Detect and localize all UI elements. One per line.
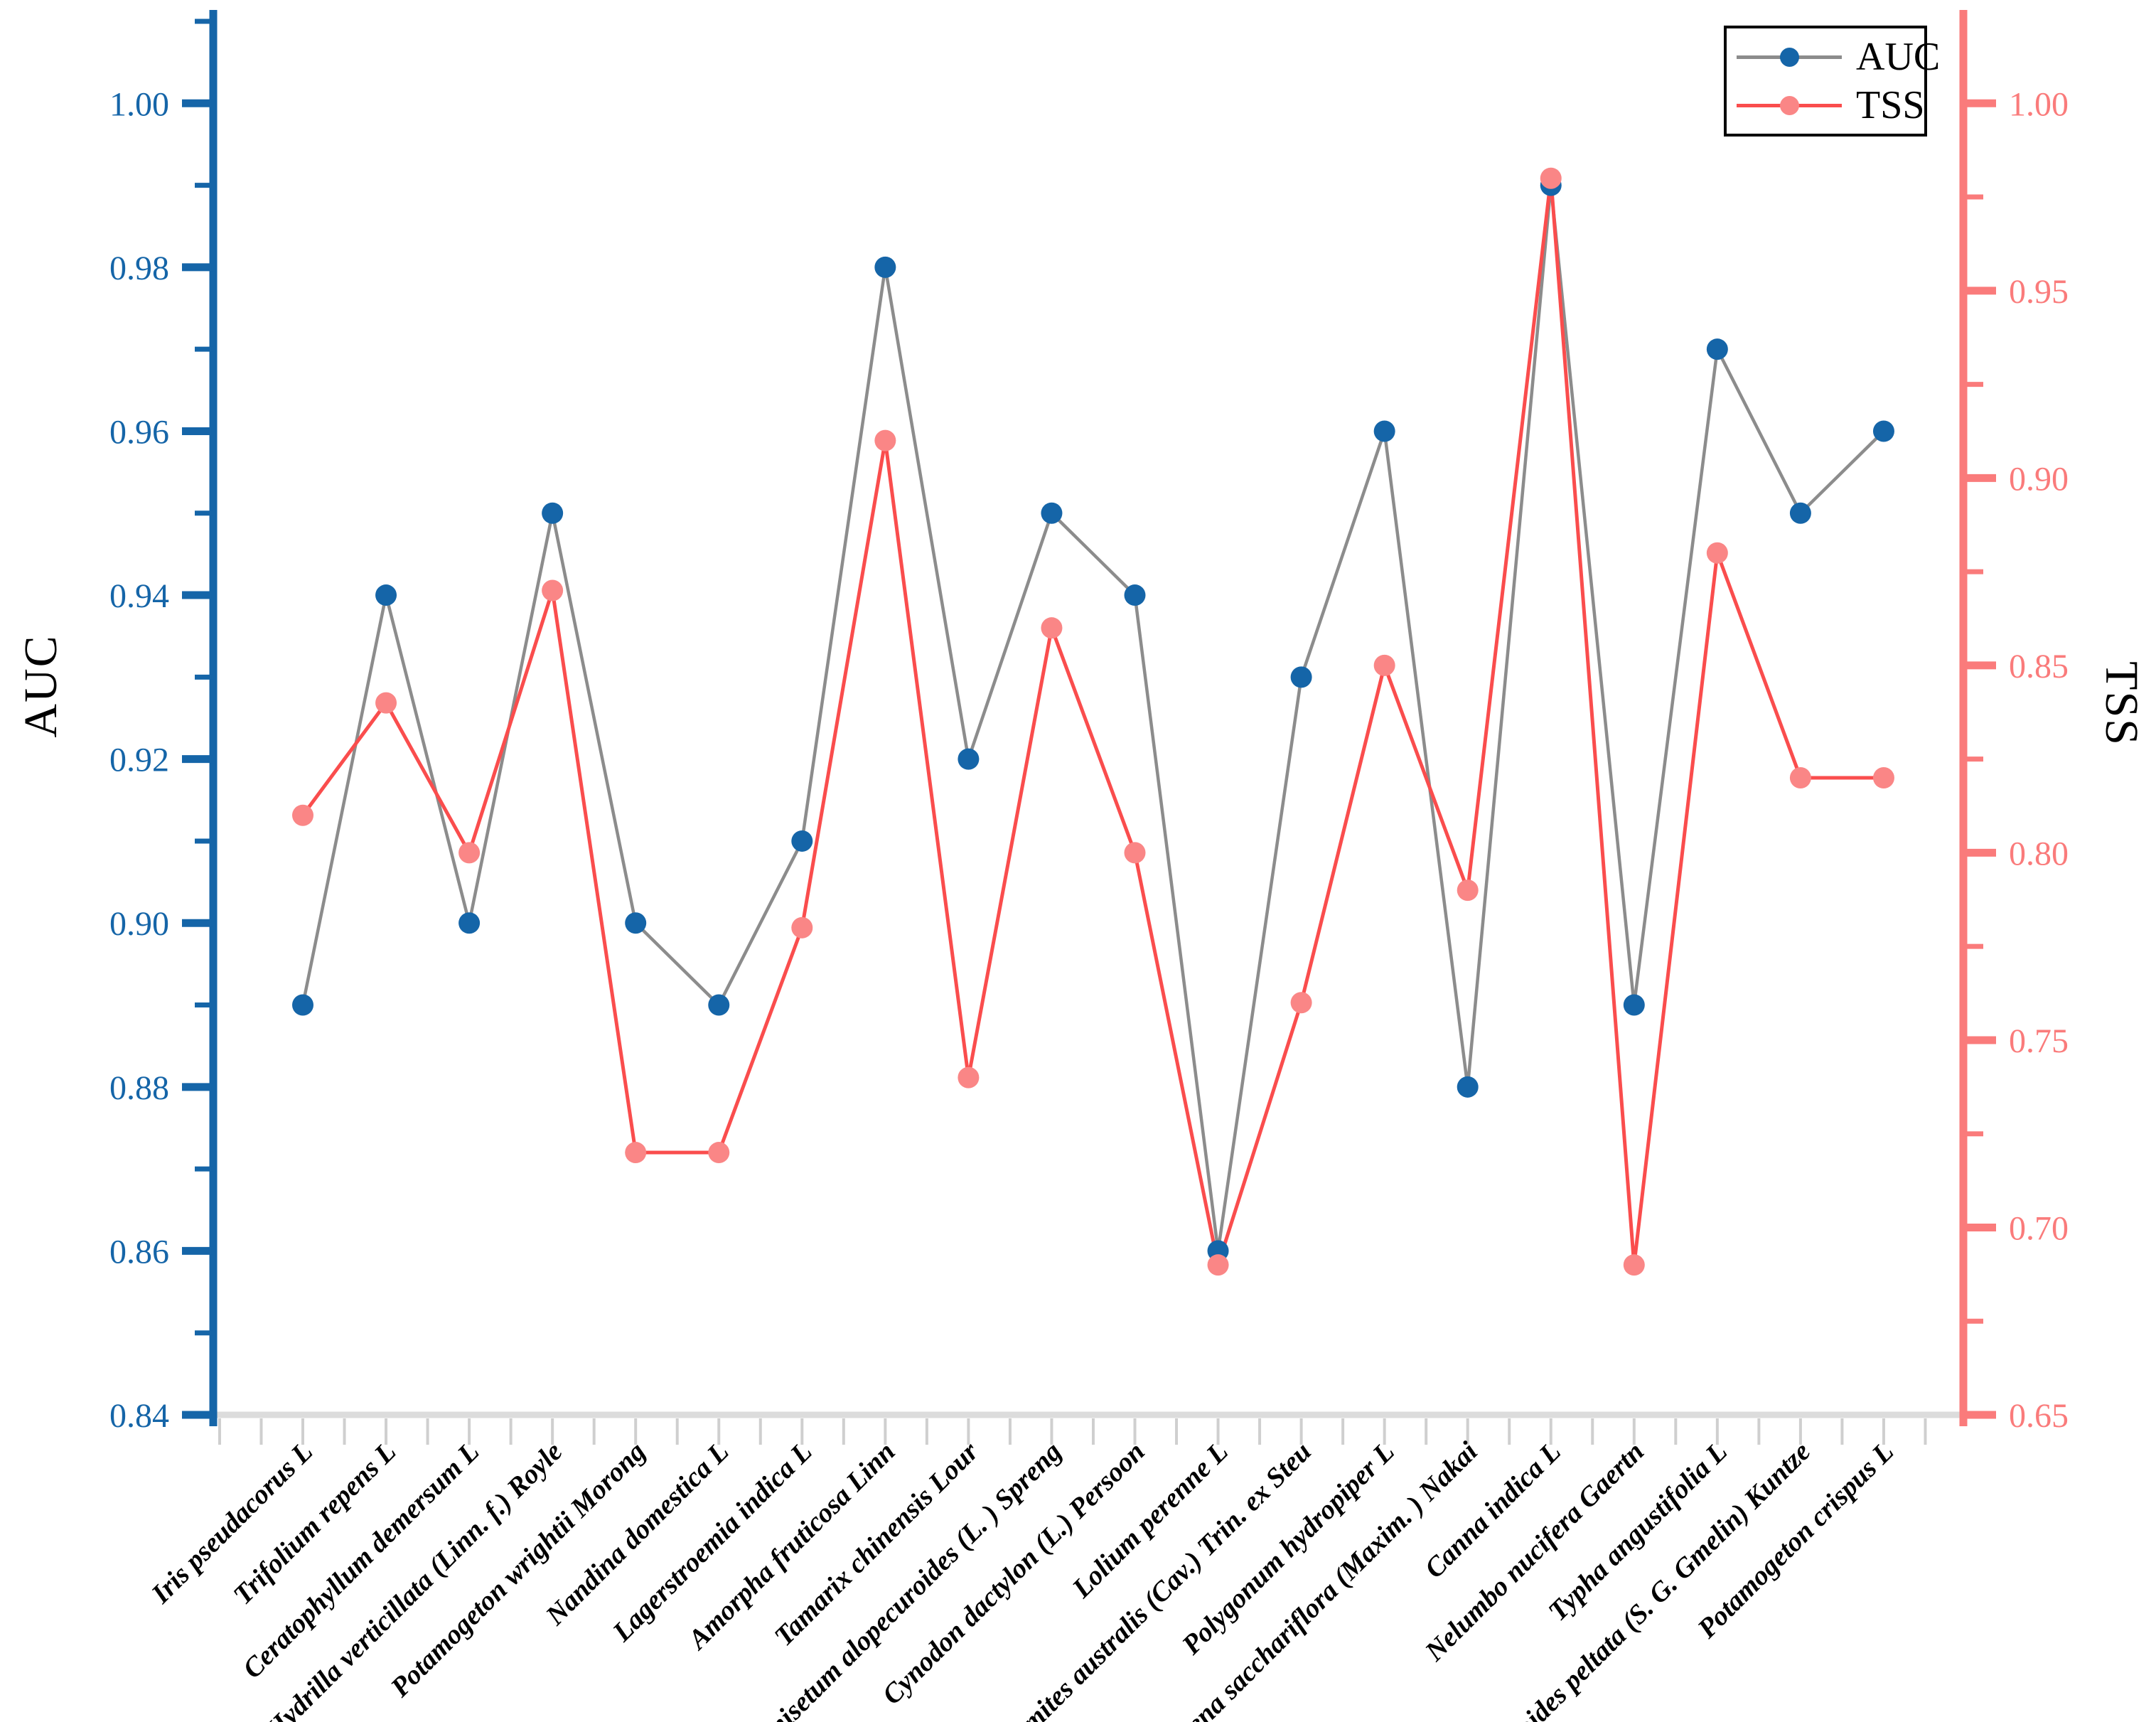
right-axis-tick-label: 0.75 — [2009, 1022, 2069, 1060]
auc-marker — [1706, 338, 1728, 360]
left-axis-tick-label: 0.88 — [109, 1069, 169, 1107]
legend-item-auc: AUC — [1737, 34, 1940, 80]
legend-auc-label: AUC — [1856, 35, 1941, 79]
tss-marker — [958, 1066, 980, 1089]
tss-marker — [1706, 542, 1728, 564]
auc-marker — [1623, 994, 1645, 1016]
auc-marker — [708, 994, 730, 1016]
right-axis-title: TSS — [2096, 661, 2147, 747]
x-tick-label: Lolium perenne L — [1066, 1436, 1233, 1604]
auc-marker — [874, 256, 896, 278]
tss-marker — [625, 1142, 647, 1164]
right-axis-tick-label: 0.90 — [2009, 460, 2069, 498]
left-axis-tick-label: 1.00 — [109, 85, 169, 123]
tss-marker — [1041, 617, 1063, 639]
auc-marker — [542, 502, 564, 524]
auc-line — [301, 185, 1885, 1251]
right-axis-tick-label: 1.00 — [2009, 85, 2069, 123]
tss-marker — [874, 429, 896, 451]
left-axis-tick-label: 0.98 — [109, 250, 169, 287]
legend-tss-label: TSS — [1856, 83, 1925, 127]
right-axis-tick-label: 0.80 — [2009, 835, 2069, 872]
legend: AUC TSS — [1724, 26, 1940, 137]
right-axis-tick-label: 0.65 — [2009, 1397, 2069, 1435]
tss-marker — [1540, 167, 1562, 189]
right-axis-tick-label: 0.70 — [2009, 1209, 2069, 1247]
tss-marker — [1373, 654, 1395, 676]
auc-marker — [1789, 502, 1811, 524]
right-axis-tick-label: 0.95 — [2009, 273, 2069, 311]
tss-marker — [1124, 842, 1146, 864]
auc-marker-icon — [1780, 48, 1799, 67]
left-axis-tick-label: 0.86 — [109, 1233, 169, 1271]
right-axis-tick-label: 0.85 — [2009, 648, 2069, 685]
legend-item-tss: TSS — [1737, 82, 1925, 128]
auc-marker — [458, 912, 481, 934]
tss-marker — [791, 916, 813, 938]
auc-marker — [625, 912, 647, 934]
auc-marker — [1373, 420, 1395, 442]
left-axis-tick-label: 0.84 — [109, 1397, 169, 1435]
tss-marker — [1207, 1254, 1229, 1276]
left-axis-title: AUC — [15, 634, 67, 738]
tss-marker — [1872, 767, 1894, 788]
tss-marker — [458, 842, 481, 864]
left-axis-tick-label: 0.90 — [109, 905, 169, 943]
tss-marker — [1623, 1254, 1645, 1276]
tss-marker — [1290, 992, 1312, 1014]
tss-marker — [1789, 767, 1811, 788]
tss-marker — [292, 804, 313, 826]
tss-marker — [542, 579, 564, 601]
legend-tss-swatch — [1737, 95, 1843, 116]
auc-marker — [958, 748, 980, 770]
tss-marker-icon — [1780, 96, 1799, 115]
left-axis-tick-label: 0.94 — [109, 577, 169, 615]
tss-marker — [375, 692, 397, 714]
auc-marker — [1124, 584, 1146, 606]
left-axis-tick-label: 0.96 — [109, 413, 169, 451]
auc-marker — [1457, 1076, 1479, 1098]
auc-marker — [1290, 666, 1312, 688]
tss-marker — [1457, 879, 1479, 902]
auc-marker — [791, 830, 813, 852]
auc-marker — [292, 994, 313, 1016]
tss-line — [301, 178, 1884, 1273]
left-axis-tick-label: 0.92 — [109, 742, 169, 779]
auc-marker — [1041, 502, 1063, 524]
auc-marker — [375, 584, 397, 606]
auc-marker — [1872, 420, 1894, 442]
tss-marker — [708, 1142, 730, 1164]
legend-auc-swatch — [1737, 46, 1843, 68]
